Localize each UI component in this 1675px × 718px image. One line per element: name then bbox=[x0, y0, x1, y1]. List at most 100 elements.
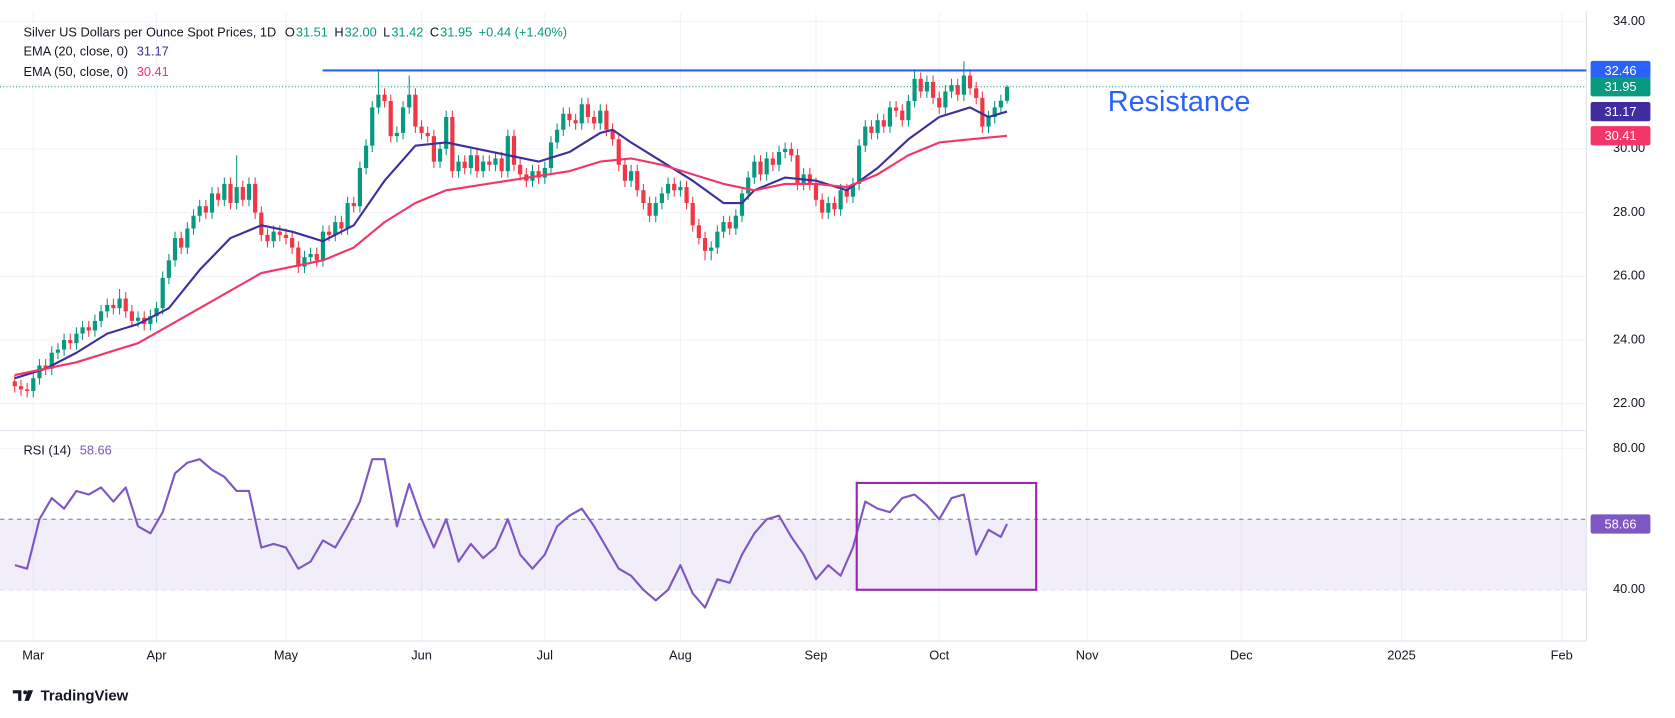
price-badge bbox=[1590, 77, 1651, 97]
candle-body bbox=[191, 215, 196, 229]
candle-body bbox=[579, 104, 584, 124]
x-tick-label: Jun bbox=[411, 647, 432, 662]
candle-body bbox=[37, 365, 42, 379]
candle-body bbox=[216, 193, 221, 200]
candle-body bbox=[487, 161, 492, 165]
price-badge-label: 32.46 bbox=[1604, 63, 1636, 78]
x-tick-label: May bbox=[274, 647, 299, 662]
candle-body bbox=[357, 167, 363, 207]
candle-body bbox=[246, 183, 252, 200]
candle-body bbox=[499, 158, 504, 172]
candle-body bbox=[203, 206, 208, 213]
candle-body bbox=[844, 190, 849, 197]
candle-body bbox=[863, 126, 868, 146]
candle-body bbox=[918, 78, 923, 92]
candle-body bbox=[857, 145, 862, 184]
rsi-line bbox=[14, 458, 1008, 609]
candle-body bbox=[684, 187, 689, 204]
y-tick-label: 26.00 bbox=[1613, 268, 1645, 283]
candle-body bbox=[31, 378, 36, 391]
candle-body bbox=[813, 183, 819, 200]
candle-body bbox=[727, 222, 732, 229]
candle-body bbox=[542, 167, 547, 178]
ema-line bbox=[14, 134, 1008, 377]
candle-body bbox=[135, 317, 141, 321]
candle-body bbox=[838, 190, 843, 210]
candle-body bbox=[363, 145, 369, 168]
ohlc-value: 31.51 bbox=[296, 25, 328, 40]
y-tick-label: 34.00 bbox=[1613, 13, 1645, 28]
candle-body bbox=[209, 193, 215, 213]
candle-body bbox=[826, 203, 831, 213]
candle-body bbox=[468, 155, 473, 168]
candle-body bbox=[665, 183, 671, 194]
candle-body bbox=[653, 203, 658, 216]
candle-body bbox=[986, 116, 991, 127]
ema-line bbox=[14, 106, 1008, 380]
candle-body bbox=[930, 81, 936, 98]
price-badge-label: 31.17 bbox=[1604, 104, 1636, 119]
candle-body bbox=[690, 203, 695, 226]
ohlc-value: 32.00 bbox=[345, 25, 377, 40]
candle-body bbox=[92, 320, 98, 331]
logo-glyph bbox=[24, 690, 34, 701]
y-tick-label: 80.00 bbox=[1613, 440, 1645, 455]
candle-body bbox=[961, 75, 966, 95]
y-tick-label: 28.00 bbox=[1613, 204, 1645, 219]
ohlc-key: L bbox=[383, 25, 390, 40]
candle-body bbox=[783, 148, 788, 153]
candle-body bbox=[425, 132, 430, 137]
candle-body bbox=[25, 389, 30, 391]
candle-body bbox=[345, 203, 350, 229]
candle-body bbox=[900, 110, 905, 121]
y-tick-label: 40.00 bbox=[1613, 581, 1645, 596]
candle-body bbox=[518, 164, 523, 175]
candle-body bbox=[74, 333, 79, 344]
candle-body bbox=[678, 187, 683, 191]
candle-body bbox=[259, 212, 264, 235]
candle-body bbox=[628, 171, 634, 181]
candle-body bbox=[351, 203, 356, 207]
candle-body bbox=[339, 222, 344, 229]
candle-body bbox=[12, 381, 17, 387]
candle-body bbox=[974, 88, 979, 98]
candle-body bbox=[308, 253, 313, 258]
candle-body bbox=[746, 177, 751, 194]
x-tick-label: Dec bbox=[1230, 647, 1253, 662]
candle-body bbox=[61, 339, 67, 350]
candle-body bbox=[327, 231, 332, 235]
candle-body bbox=[943, 91, 948, 108]
candle-body bbox=[511, 136, 517, 165]
candle-body bbox=[906, 101, 911, 121]
candle-body bbox=[604, 110, 609, 130]
y-tick-label: 24.00 bbox=[1613, 331, 1645, 346]
candle-body bbox=[283, 234, 289, 239]
candle-body bbox=[764, 158, 769, 175]
candle-body bbox=[758, 161, 763, 175]
candle-body bbox=[505, 136, 510, 172]
candle-body bbox=[949, 85, 954, 92]
candle-body bbox=[240, 187, 245, 200]
x-tick-label: Feb bbox=[1551, 647, 1573, 662]
candle-body bbox=[197, 206, 202, 216]
candle-body bbox=[980, 97, 985, 127]
candle-body bbox=[493, 158, 498, 165]
candle-body bbox=[875, 120, 880, 133]
candle-body bbox=[832, 203, 837, 210]
candle-body bbox=[598, 110, 603, 124]
candle-body bbox=[721, 222, 726, 232]
candle-body bbox=[234, 187, 239, 204]
ohlc-key: O bbox=[285, 25, 295, 40]
candle-body bbox=[253, 183, 258, 213]
candle-body bbox=[733, 215, 738, 229]
candle-body bbox=[912, 78, 917, 102]
candle-body bbox=[277, 231, 282, 235]
candle-body bbox=[400, 107, 406, 133]
candle-body bbox=[148, 316, 153, 325]
candle-body bbox=[776, 152, 782, 165]
price-badge-label: 30.41 bbox=[1604, 128, 1636, 143]
legend-name: EMA (50, close, 0) bbox=[24, 64, 129, 79]
candle-body bbox=[117, 298, 122, 309]
